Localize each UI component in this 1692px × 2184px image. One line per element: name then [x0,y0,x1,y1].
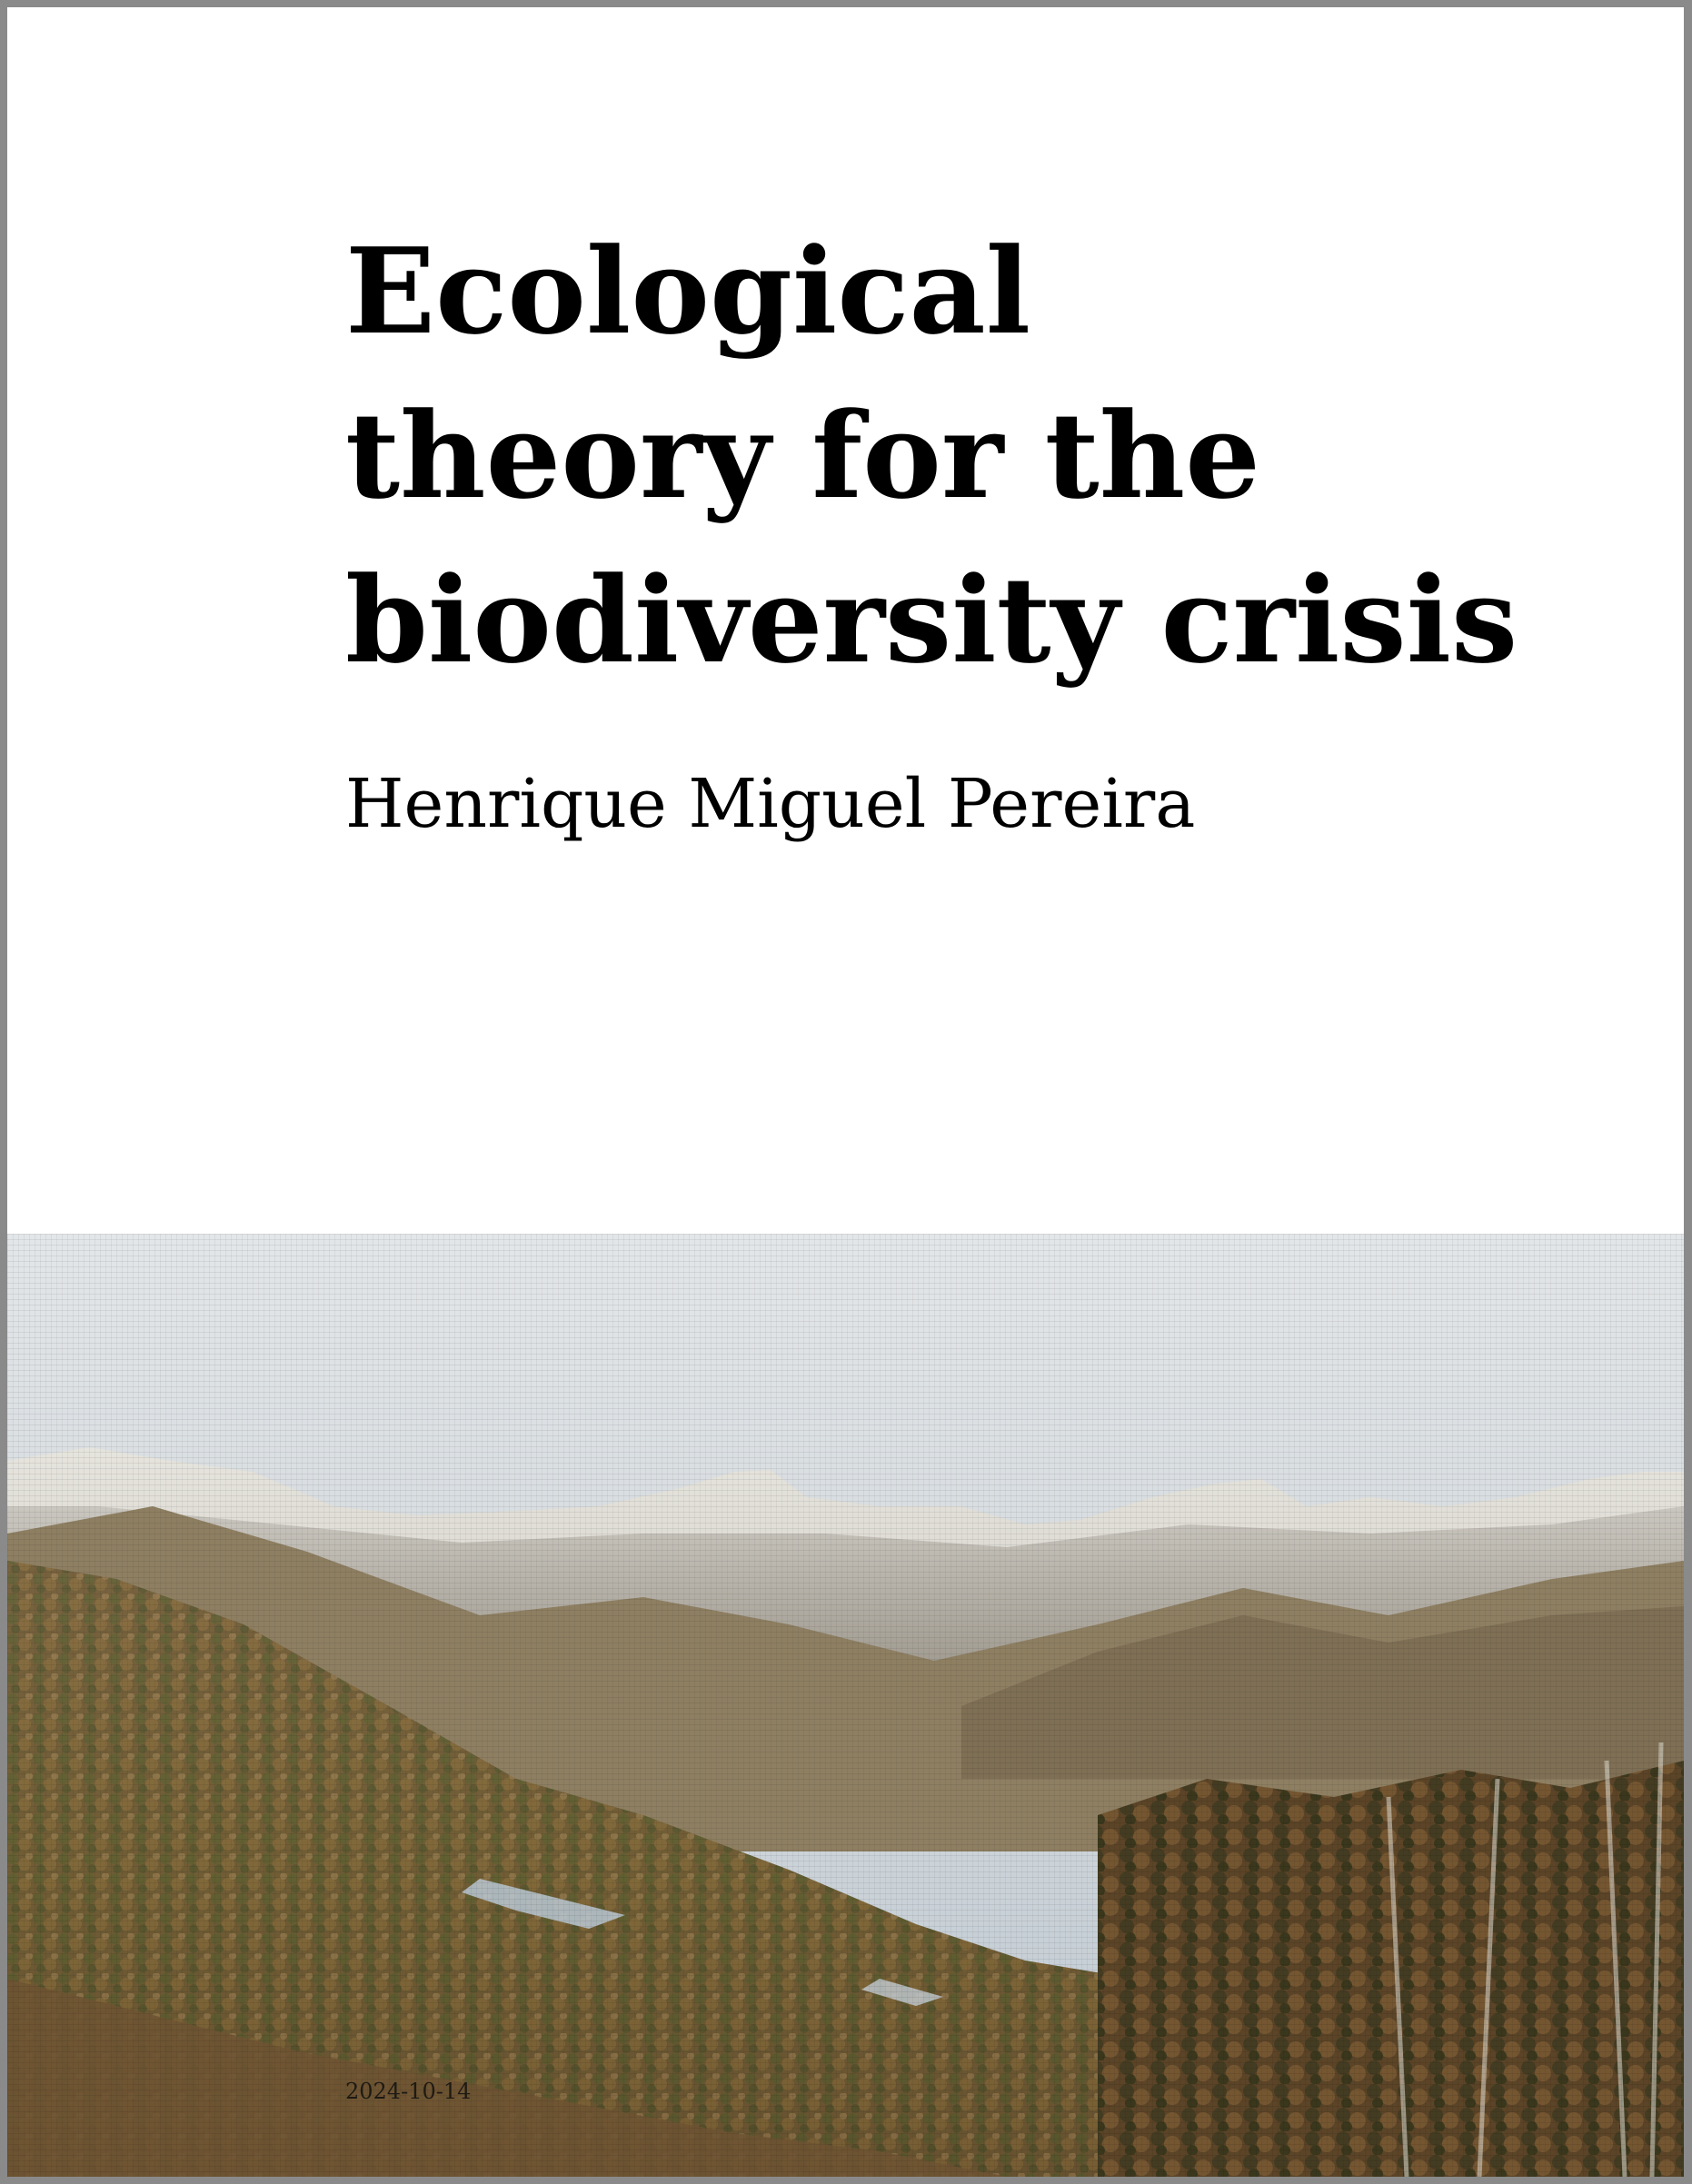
title-line: theory for the [345,386,1260,525]
landscape-photo [7,1234,1684,2177]
document-title: Ecological theory for the biodiversity c… [345,209,1617,702]
document-page: Ecological theory for the biodiversity c… [7,7,1684,2177]
author-name: Henrique Miguel Pereira [345,765,1196,843]
title-line: biodiversity crisis [345,551,1518,690]
title-line: Ecological [345,222,1031,361]
publication-date: 2024-10-14 [345,2079,472,2104]
